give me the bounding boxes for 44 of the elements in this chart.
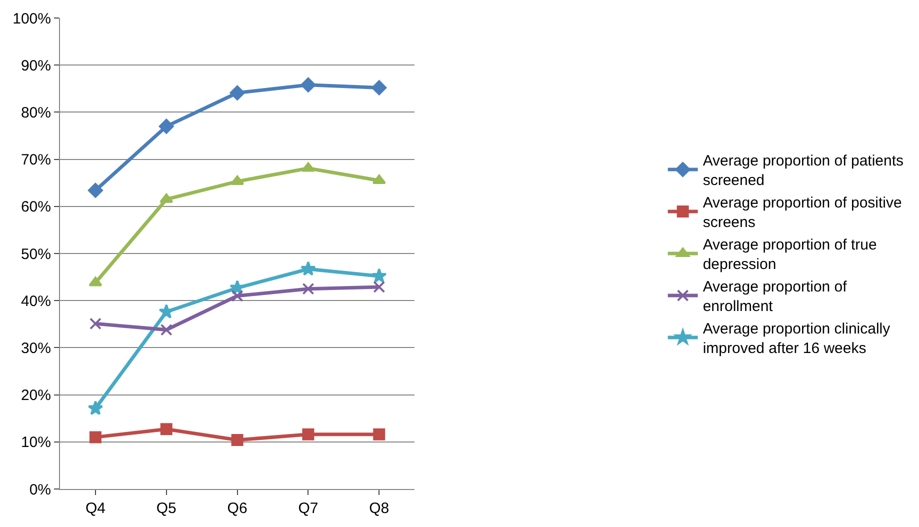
point (230, 85, 245, 100)
point (160, 423, 172, 436)
point (301, 162, 315, 172)
point (300, 77, 316, 92)
y-tick-label: 90% (20, 57, 51, 74)
point (371, 268, 387, 283)
point (302, 428, 314, 440)
point (372, 80, 387, 96)
point (158, 118, 174, 134)
point (373, 428, 386, 440)
y-tick-label: 100% (12, 10, 51, 28)
x-tick-label: Q5 (156, 500, 176, 517)
point (230, 175, 244, 185)
legend-label: Average proportion of patients screened (702, 152, 904, 190)
y-tick-label: 20% (20, 387, 51, 404)
x-tick-label: Q8 (369, 500, 390, 517)
y-tick-label: 30% (20, 340, 51, 357)
point (231, 290, 244, 302)
legend-label: Average proportion of true depression (702, 236, 877, 274)
legend-label: Average proportion clinically improved after 16 weeks (702, 320, 891, 358)
point (89, 431, 102, 444)
point (88, 182, 103, 198)
y-tick-label: 70% (20, 152, 51, 169)
point (88, 400, 104, 416)
y-tick-label: 10% (20, 434, 51, 452)
x-tick-label: Q4 (85, 500, 106, 517)
y-tick-label: 0% (29, 481, 51, 498)
y-tick-label: 80% (20, 104, 51, 122)
point (373, 280, 386, 293)
legend-label: Average proportion of positive screens (702, 194, 902, 232)
y-tick-label: 40% (20, 292, 51, 310)
point (300, 261, 316, 276)
y-tick-label: 50% (20, 246, 51, 263)
point (231, 434, 244, 446)
point (158, 304, 174, 319)
point (160, 324, 172, 336)
y-tick-label: 60% (20, 198, 51, 216)
point (88, 276, 102, 286)
x-tick-label: Q7 (298, 500, 318, 517)
legend-label: Average proportion of enrollment (702, 278, 848, 316)
point (160, 193, 174, 203)
point (302, 282, 314, 295)
point (89, 318, 102, 330)
x-tick-label: Q6 (227, 500, 248, 517)
